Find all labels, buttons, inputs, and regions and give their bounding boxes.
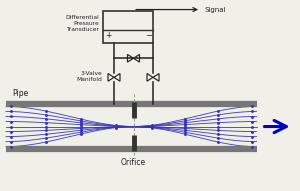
Text: Signal: Signal [204, 6, 226, 13]
Text: Differential
Pressure
Transducer: Differential Pressure Transducer [65, 15, 99, 32]
Text: Orifice: Orifice [121, 158, 146, 167]
Text: +: + [105, 31, 111, 40]
Text: 3-Valve
Manifold: 3-Valve Manifold [76, 71, 102, 82]
Bar [103, 11, 153, 43]
Text: −: − [145, 31, 152, 40]
Text: Pipe: Pipe [12, 89, 28, 98]
